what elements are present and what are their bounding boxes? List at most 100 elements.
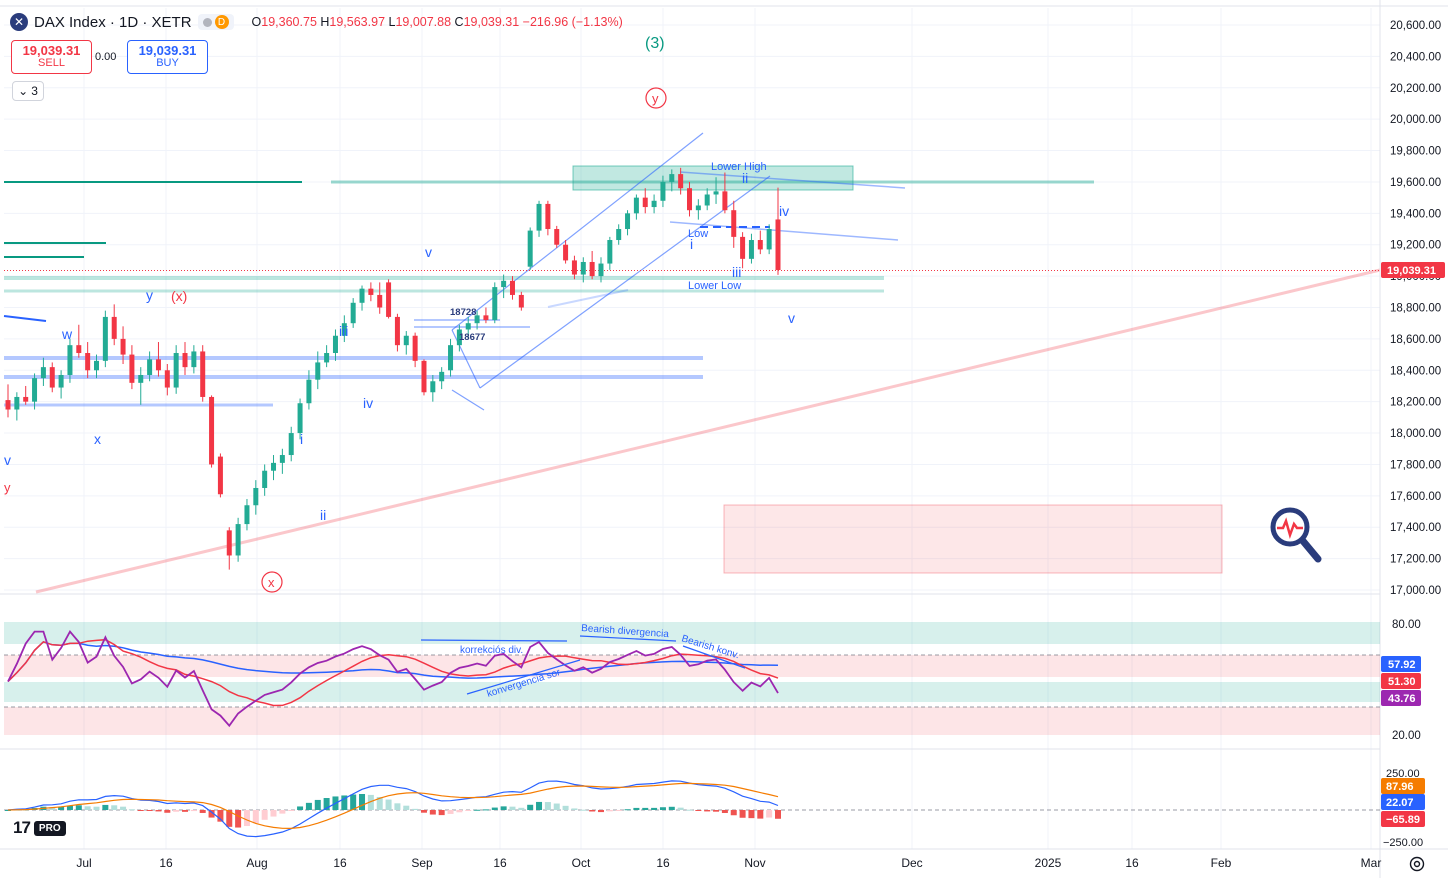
candle	[554, 225, 560, 248]
price-axis-label: 17,400.00	[1390, 522, 1441, 534]
candle	[412, 332, 418, 368]
macd-pane	[4, 780, 1380, 838]
macd-histogram-bar	[261, 810, 268, 820]
macd-histogram-bar	[553, 803, 560, 810]
macd-histogram-bar	[323, 798, 330, 810]
macd-axis: 250.00 −250.00	[1383, 768, 1423, 849]
macd-histogram-bar	[270, 810, 277, 817]
macd-histogram-bar	[713, 810, 720, 812]
price-axis-label: 17,600.00	[1390, 491, 1441, 503]
candle	[430, 374, 436, 402]
macd-histogram-bar	[447, 810, 454, 814]
macd-histogram-bar	[659, 807, 666, 810]
time-axis-label: Jul	[76, 856, 91, 870]
candle	[616, 224, 622, 245]
candle	[49, 362, 55, 393]
settings-icon[interactable]	[1408, 855, 1426, 873]
macd-histogram-bar	[341, 795, 348, 810]
candle	[474, 310, 480, 330]
candle	[386, 279, 392, 319]
time-axis-label: 16	[656, 856, 670, 870]
candle	[76, 324, 82, 358]
channel-lower	[479, 175, 771, 389]
symbol-title[interactable]: DAX Index · 1D · XETR	[34, 13, 192, 31]
candle	[527, 227, 533, 270]
macd-histogram-bar	[66, 805, 73, 810]
macd-histogram-bar	[305, 802, 312, 810]
candle	[306, 370, 312, 410]
candle	[182, 342, 188, 375]
wave-label: x	[268, 575, 275, 590]
candle	[40, 357, 46, 386]
candle	[200, 345, 206, 402]
x-logo-icon[interactable]: ✕	[10, 13, 28, 31]
candle	[209, 395, 215, 468]
candle	[633, 194, 639, 220]
price-axis-label: 19,400.00	[1390, 208, 1441, 220]
macd-histogram-bar	[111, 805, 118, 810]
wave-label: v	[425, 244, 432, 260]
macd-histogram-bar	[748, 810, 755, 819]
macd-histogram-bar	[58, 806, 65, 810]
indicators-toggle[interactable]: ⌄ 3	[12, 81, 44, 101]
candle	[766, 224, 772, 255]
zones	[3, 132, 1381, 594]
macd-histogram-bar	[164, 810, 171, 813]
low-label: L	[388, 15, 396, 29]
macd-histogram-bar	[482, 809, 489, 811]
macd-histogram-bar	[394, 803, 401, 810]
candle	[315, 351, 321, 390]
macd-histogram-bar	[102, 804, 109, 810]
candle	[625, 210, 631, 236]
macd-histogram-bar	[580, 809, 587, 811]
candle	[226, 527, 232, 570]
sell-button[interactable]: 19,039.31 SELL	[11, 40, 92, 74]
candle	[501, 274, 507, 299]
candle	[32, 373, 38, 410]
rsi-level-20: 20.00	[1392, 730, 1421, 742]
macd-histogram-bar	[775, 810, 781, 819]
candle	[439, 367, 445, 390]
candle	[394, 313, 400, 352]
macd-histogram-bar	[651, 807, 658, 810]
time-axis[interactable]: Jul 16 Aug 16 Sep 16 Oct 16 Nov Dec 2025 16 Feb Mar	[76, 856, 1381, 870]
macd-histogram-bar	[420, 810, 427, 813]
rsi-badge-text: 57.92	[1388, 659, 1416, 671]
time-axis-label: 16	[1125, 856, 1139, 870]
level-18677-label: 18677	[459, 332, 485, 343]
price-axis-label: 18,800.00	[1390, 303, 1441, 315]
macd-level-neg250: −250.00	[1383, 837, 1423, 849]
macd-histogram-bar	[208, 810, 215, 818]
macd-badge-text: −65.89	[1386, 814, 1420, 826]
zoom-chart-icon[interactable]	[1268, 505, 1324, 563]
price-axis-label: 18,600.00	[1390, 334, 1441, 346]
wave-label: v	[788, 310, 795, 326]
candle	[359, 285, 365, 311]
macd-histogram-bar	[235, 810, 242, 828]
candle	[563, 240, 569, 264]
tradingview-logo[interactable]: 17 PRO	[13, 818, 66, 838]
wave-label: ii	[320, 507, 326, 523]
macd-histogram-bar	[429, 810, 436, 815]
macd-histogram-bar	[182, 810, 189, 812]
status-pill[interactable]: D	[197, 14, 234, 30]
candle	[589, 251, 595, 280]
macd-histogram-bar	[120, 806, 127, 810]
sell-label: SELL	[38, 57, 65, 69]
wave-label: iii	[732, 264, 741, 280]
macd-histogram-bar	[642, 807, 649, 810]
macd-histogram-bar	[199, 810, 206, 813]
time-axis-label: Sep	[411, 856, 433, 870]
candle	[262, 464, 268, 496]
candle	[695, 199, 701, 220]
resistance-zone	[572, 165, 854, 191]
symbol-header: ✕ DAX Index · 1D · XETR D O19,360.75 H19…	[10, 13, 623, 31]
price-axis[interactable]: 20,600.00 20,400.00 20,200.00 20,000.00 19,8…	[1390, 20, 1441, 597]
candle	[138, 367, 144, 405]
wave-label: iii	[339, 323, 348, 339]
buy-button[interactable]: 19,039.31 BUY	[127, 40, 208, 74]
macd-histogram-bar	[491, 807, 498, 810]
rsi-badge-text: 51.30	[1388, 676, 1416, 688]
candle	[571, 255, 577, 280]
